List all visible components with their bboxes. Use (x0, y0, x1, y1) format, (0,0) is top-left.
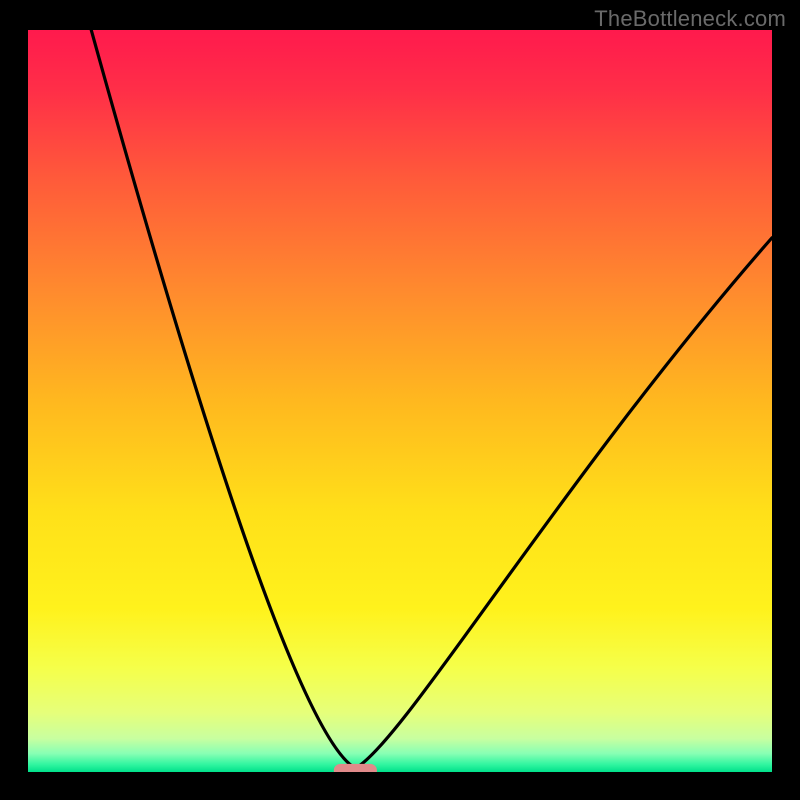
bottleneck-curve-chart (0, 0, 800, 800)
watermark-text: TheBottleneck.com (594, 6, 786, 32)
chart-gradient-background (28, 30, 772, 772)
minimum-marker (334, 764, 377, 777)
